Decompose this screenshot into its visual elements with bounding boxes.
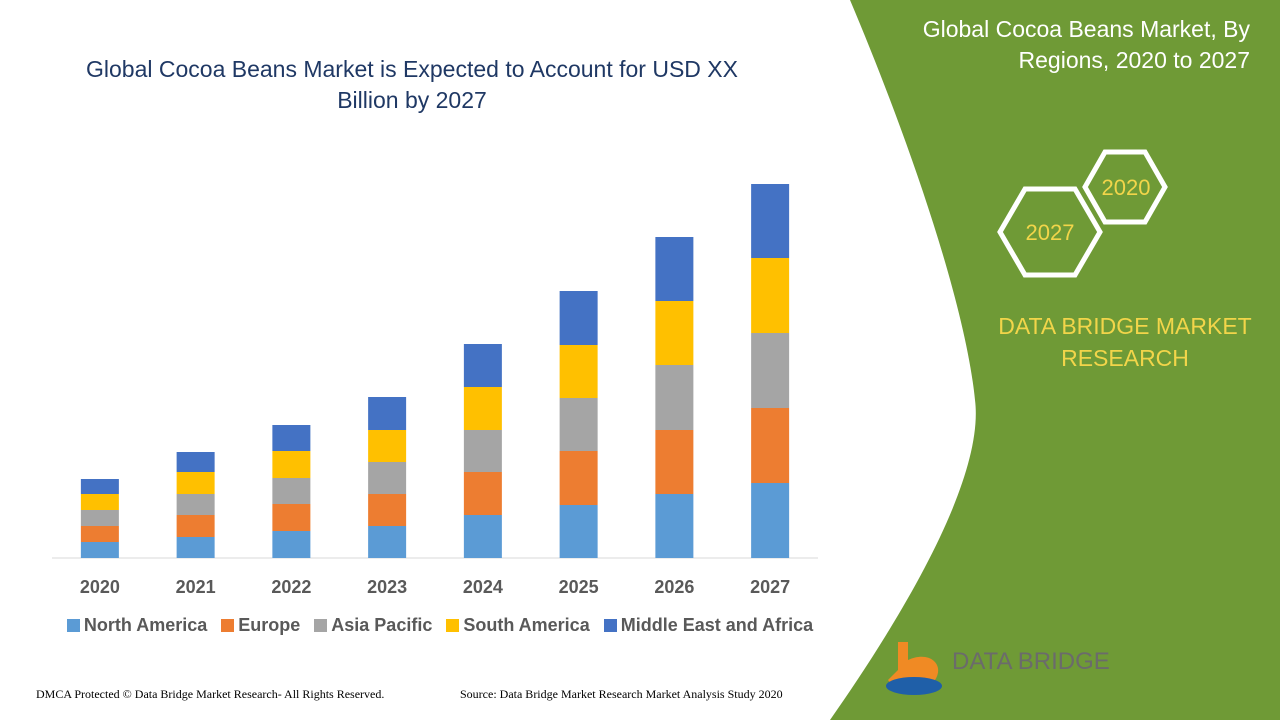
legend-swatch: [221, 619, 235, 632]
legend-swatch: [446, 619, 460, 632]
bar-segment: [751, 333, 790, 408]
x-tick-label: 2022: [271, 577, 311, 597]
x-tick-label: 2025: [559, 577, 599, 597]
legend-label: Europe: [238, 615, 301, 635]
bar-segment: [176, 537, 215, 558]
bar-segment: [463, 472, 502, 515]
bar-segment: [272, 531, 311, 558]
legend-swatch: [314, 619, 328, 632]
bar-segment: [176, 452, 215, 472]
bar-segment: [655, 237, 694, 301]
bar-segment: [559, 451, 598, 505]
bar-segment: [368, 430, 407, 462]
brand: DATA BRIDGE MARKET RESEARCH: [998, 313, 1252, 371]
bar-segment: [272, 504, 311, 531]
legend-item: Europe: [221, 615, 300, 636]
legend-item: Asia Pacific: [314, 615, 432, 636]
bar-segment: [368, 462, 407, 494]
legend-swatch: [603, 619, 617, 632]
x-tick-label: 2027: [750, 577, 790, 597]
hex-label: 2027: [1026, 220, 1075, 245]
legend-item: South America: [446, 615, 590, 636]
legend-label: North America: [83, 615, 208, 635]
bar-segment: [368, 397, 407, 430]
bar-segment: [368, 526, 407, 558]
bar-segment: [655, 494, 694, 558]
bar-segment: [80, 542, 119, 558]
side-title: Global Cocoa Beans Market, By Regions, 2…: [922, 16, 1250, 73]
chart: 2020 2021 2022 2023 2024 2025 2026 2027: [52, 184, 818, 597]
legend-label: Middle East and Africa: [620, 615, 814, 635]
bar-segment: [272, 425, 311, 451]
bar-segment: [655, 365, 694, 430]
bar-segment: [176, 515, 215, 537]
footer-source: Source: Data Bridge Market Research Mark…: [460, 687, 783, 701]
hex-label: 2020: [1102, 175, 1151, 200]
footer-note: DMCA Protected © Data Bridge Market Rese…: [36, 687, 385, 701]
bar-segment: [463, 344, 502, 387]
legend-swatch: [66, 619, 80, 632]
legend-item: North America: [66, 615, 208, 636]
x-tick-label: 2021: [176, 577, 216, 597]
bar-segment: [80, 526, 119, 542]
bar-segment: [368, 494, 407, 526]
bar-segment: [559, 345, 598, 398]
bar-segment: [463, 515, 502, 558]
bar-segment: [655, 430, 694, 494]
bar-segment: [655, 301, 694, 365]
bar-segment: [751, 408, 790, 483]
bar-segment: [80, 510, 119, 526]
bar-segment: [751, 483, 790, 558]
bar-segment: [272, 478, 311, 504]
bar-segment: [176, 494, 215, 515]
bar-segment: [463, 430, 502, 472]
bar-segment: [559, 398, 598, 451]
bar-segment: [751, 258, 790, 333]
bar-segment: [176, 472, 215, 494]
bar-segment: [80, 479, 119, 494]
legend: North America Europe Asia Pacific South Ame…: [40, 615, 840, 636]
chart-title: Global Cocoa Beans Market is Expected to…: [86, 56, 738, 113]
logo-text: DATA BRIDGE: [952, 648, 1110, 675]
bar-segment: [80, 494, 119, 510]
legend-label: South America: [463, 615, 590, 635]
legend-item: Middle East and Africa: [603, 615, 814, 636]
bar-segment: [463, 387, 502, 430]
x-tick-label: 2020: [80, 577, 120, 597]
bar-segment: [751, 184, 790, 258]
hexagon: [997, 186, 1103, 278]
hexagon: [1082, 149, 1168, 225]
legend-label: Asia Pacific: [331, 615, 433, 635]
x-tick-label: 2024: [463, 577, 503, 597]
x-tick-label: 2026: [654, 577, 694, 597]
logo-icon: [886, 642, 942, 695]
bar-segment: [559, 505, 598, 558]
green-panel: [830, 0, 1280, 720]
x-tick-label: 2023: [367, 577, 407, 597]
bar-segment: [559, 291, 598, 345]
bar-segment: [272, 451, 311, 478]
